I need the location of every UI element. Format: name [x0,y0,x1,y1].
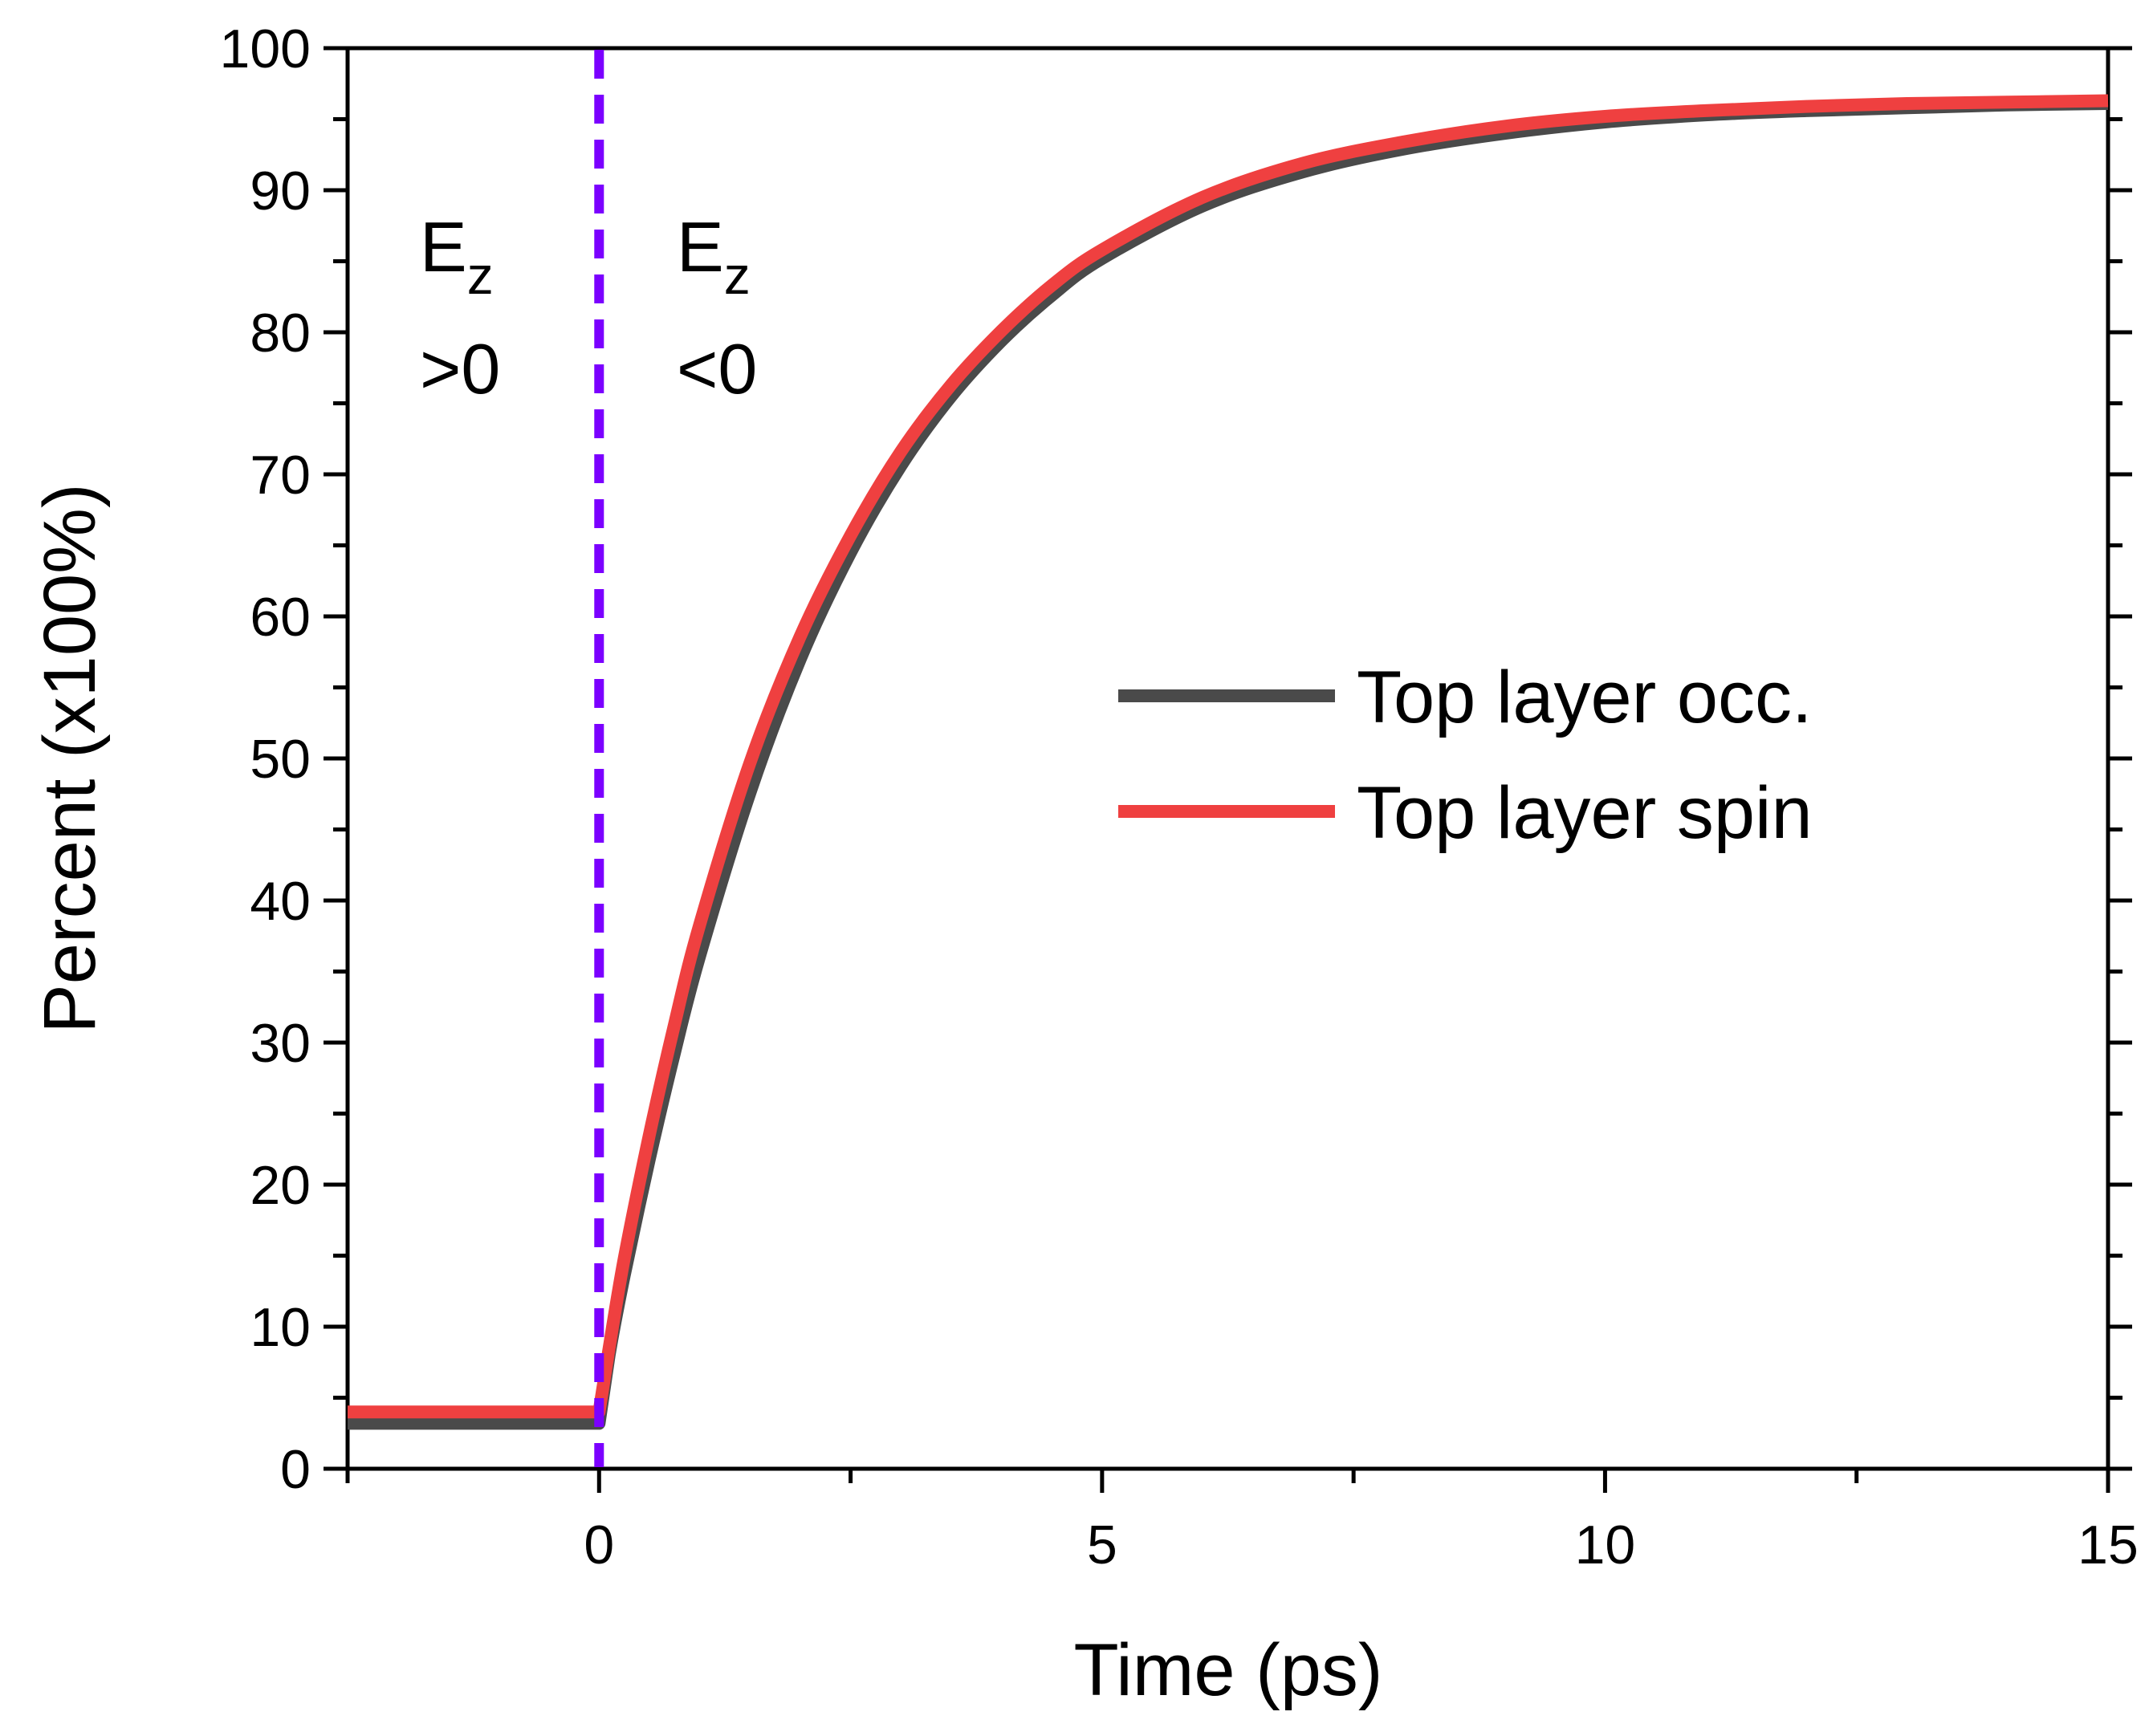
x-axis-ticks: 0 5 10 15 [345,1469,2139,1575]
y-tick-label: 50 [250,729,311,790]
y-tick-label: 100 [220,18,311,79]
y-axis-title: Percent (x100%) [29,483,111,1033]
y-tick-label: 60 [250,587,311,648]
svg-text:Ez: Ez [420,207,494,305]
y-tick-label: 30 [250,1013,311,1074]
legend-label-top-layer-occ: Top layer occ. [1357,657,1813,738]
legend-label-top-layer-spin: Top layer spin [1357,772,1813,854]
x-tick-label: 15 [2078,1514,2139,1575]
x-axis-title: Time (ps) [1073,1629,1382,1711]
x-tick-label: 10 [1575,1514,1636,1575]
region-right-e: E [677,207,724,287]
y-tick-label: 0 [280,1439,311,1500]
y-tick-label: 80 [250,303,311,364]
series-top-layer-occ-line [348,97,2109,1430]
y-tick-label: 10 [250,1297,311,1358]
svg-text:Ez: Ez [677,207,751,305]
y-tick-label: 40 [250,871,311,932]
region-left-value: >0 [420,329,500,409]
plot-frame [345,46,2110,1471]
region-left-sub: z [467,246,494,305]
y-tick-label: 70 [250,445,311,506]
x-tick-label: 0 [584,1514,614,1575]
series-layer [348,94,2109,1430]
series-top-layer-spin-line [348,94,2109,1419]
y-tick-label: 20 [250,1155,311,1216]
legend: Top layer occ. Top layer spin [1118,657,1813,854]
x-tick-label: 5 [1087,1514,1117,1575]
y-tick-label: 90 [250,161,311,222]
region-label-right: Ez <0 [677,207,757,409]
region-right-sub: z [724,246,751,305]
region-label-left: Ez >0 [420,207,500,409]
y-axis-ticks: 0 10 20 30 40 50 60 70 80 90 100 [220,18,2132,1500]
region-left-e: E [420,207,467,287]
region-right-value: <0 [677,329,757,409]
